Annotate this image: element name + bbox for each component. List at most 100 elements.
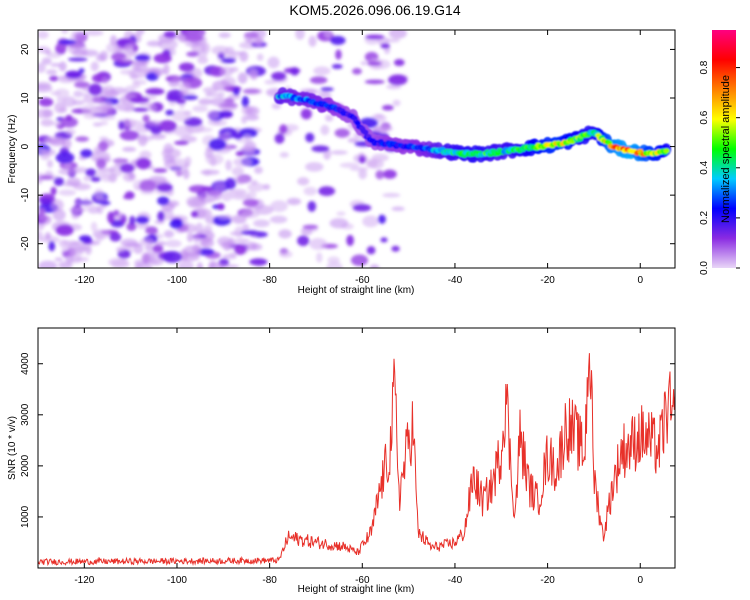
heatmap-noise-cell: [366, 246, 376, 255]
heatmap-noise-cell: [139, 180, 157, 192]
heatmap-noise-cell: [90, 221, 98, 232]
heatmap-noise-cell: [90, 176, 101, 182]
heatmap-noise-cell: [88, 83, 103, 96]
spectrogram-y-tick-label: 10: [20, 92, 31, 104]
heatmap-noise-cell: [162, 154, 175, 163]
heatmap-noise-cell: [124, 242, 142, 248]
heatmap-noise-cell: [242, 198, 259, 207]
heatmap-noise-cell: [134, 262, 153, 268]
heatmap-noise-cell: [204, 149, 214, 159]
heatmap-noise-cell: [316, 252, 323, 263]
heatmap-noise-cell: [196, 262, 204, 268]
heatmap-noise-cell: [233, 157, 253, 167]
heatmap-noise-cell: [386, 84, 402, 90]
heatmap-noise-cell: [349, 166, 369, 172]
heatmap-noise-cell: [71, 31, 84, 36]
heatmap-noise-cell: [267, 56, 280, 69]
heatmap-noise-cell: [184, 35, 204, 42]
heatmap-noise-cell: [74, 200, 95, 206]
heatmap-noise-cell: [295, 30, 305, 40]
heatmap-noise-cell: [50, 199, 64, 212]
heatmap-noise-cell: [115, 246, 126, 253]
heatmap-noise-cell: [97, 204, 104, 215]
heatmap-noise-cell: [50, 186, 57, 196]
heatmap-noise-cell: [150, 133, 167, 140]
figure-title: KOM5.2026.096.06.19.G14: [289, 2, 461, 18]
heatmap-noise-cell: [311, 145, 330, 153]
heatmap-noise-cell: [119, 130, 140, 141]
heatmap-noise-cell: [309, 76, 328, 84]
heatmap-noise-cell: [47, 159, 54, 168]
snr-x-tick-label: 0: [637, 575, 643, 586]
spectrogram-y-tick-label: 0: [20, 143, 31, 149]
heatmap-noise-cell: [367, 61, 382, 66]
heatmap-noise-cell: [329, 218, 349, 229]
heatmap-noise-cell: [39, 198, 53, 204]
heatmap-noise-cell: [117, 212, 124, 219]
heatmap-noise-cell: [129, 96, 150, 104]
heatmap-noise-cell: [286, 197, 302, 206]
heatmap-noise-cell: [67, 241, 87, 254]
heatmap-noise-cell: [347, 137, 359, 143]
heatmap-noise-cell: [352, 67, 362, 75]
heatmap-noise-cell: [225, 159, 232, 171]
heatmap-noise-cell: [270, 200, 288, 212]
heatmap-noise-cell: [95, 231, 104, 242]
heatmap-noise-cell: [271, 71, 287, 81]
heatmap-noise-cell: [221, 57, 236, 64]
heatmap-noise-cell: [156, 183, 173, 192]
colorbar-tick-label: 0.0: [699, 261, 710, 275]
heatmap-noise-cell: [73, 183, 91, 191]
heatmap-noise-cell: [147, 104, 157, 112]
heatmap-noise-cell: [247, 182, 265, 192]
spectrogram-x-tick-label: -20: [540, 275, 555, 286]
heatmap-noise-cell: [193, 127, 213, 133]
snr-y-tick-label: 1000: [20, 505, 31, 528]
snr-y-ticks: 1000 2000 3000 4000: [20, 352, 675, 528]
heatmap-noise-cell: [391, 245, 400, 252]
heatmap-noise-cell: [128, 171, 135, 180]
heatmap-noise-cell: [271, 102, 282, 110]
snr-x-tick-label: -20: [540, 575, 555, 586]
spectrogram-y-tick-label: -10: [20, 187, 31, 202]
heatmap-noise-cell: [219, 264, 240, 268]
heatmap-noise-cell: [330, 35, 346, 45]
heatmap-noise-cell: [108, 257, 129, 267]
heatmap-noise-cell: [297, 177, 310, 186]
snr-x-tick-label: -80: [262, 575, 277, 586]
heatmap-noise-cell: [324, 114, 334, 122]
heatmap-noise-cell: [87, 205, 101, 214]
heatmap-noise-cell: [62, 96, 77, 107]
colorbar-gradient: [712, 30, 736, 268]
heatmap-noise-cell: [196, 52, 208, 58]
heatmap-noise-cell: [53, 177, 65, 186]
heatmap-noise-cell: [173, 125, 194, 137]
colorbar-tick-label: 0.8: [699, 60, 710, 74]
heatmap-noise-cell: [154, 72, 162, 77]
heatmap-noise-cell: [132, 79, 147, 85]
heatmap-noise-cell: [158, 120, 177, 132]
heatmap-noise-cell: [118, 120, 125, 130]
heatmap-noise-cell: [42, 108, 54, 118]
heatmap-noise-cell: [140, 190, 155, 195]
heatmap-noise-cell: [179, 135, 197, 143]
heatmap-noise-cell: [61, 30, 69, 35]
heatmap-noise-cell: [241, 96, 250, 108]
spectrogram-x-ticks: -120 -100 -80 -60 -40 -20 0: [74, 30, 643, 286]
heatmap-noise-cell: [48, 138, 66, 147]
heatmap-noise-cell: [102, 106, 114, 117]
snr-x-ticks: -120 -100 -80 -60 -40 -20 0: [74, 328, 643, 586]
heatmap-noise-cell: [63, 161, 71, 169]
heatmap-noise-cell: [231, 214, 247, 224]
heatmap-noise-cell: [320, 124, 330, 136]
heatmap-noise-cell: [279, 151, 289, 158]
heatmap-noise-cell: [119, 69, 137, 75]
spectrogram-x-tick-label: -120: [74, 275, 94, 286]
heatmap-noise-cell: [385, 38, 401, 43]
heatmap-noise-cell: [269, 215, 288, 224]
heatmap-noise-cell: [145, 229, 159, 235]
heatmap-noise-cell: [218, 133, 230, 141]
heatmap-noise-cell: [48, 241, 56, 252]
heatmap-noise-cell: [380, 237, 388, 243]
heatmap-noise-cell: [190, 210, 199, 218]
